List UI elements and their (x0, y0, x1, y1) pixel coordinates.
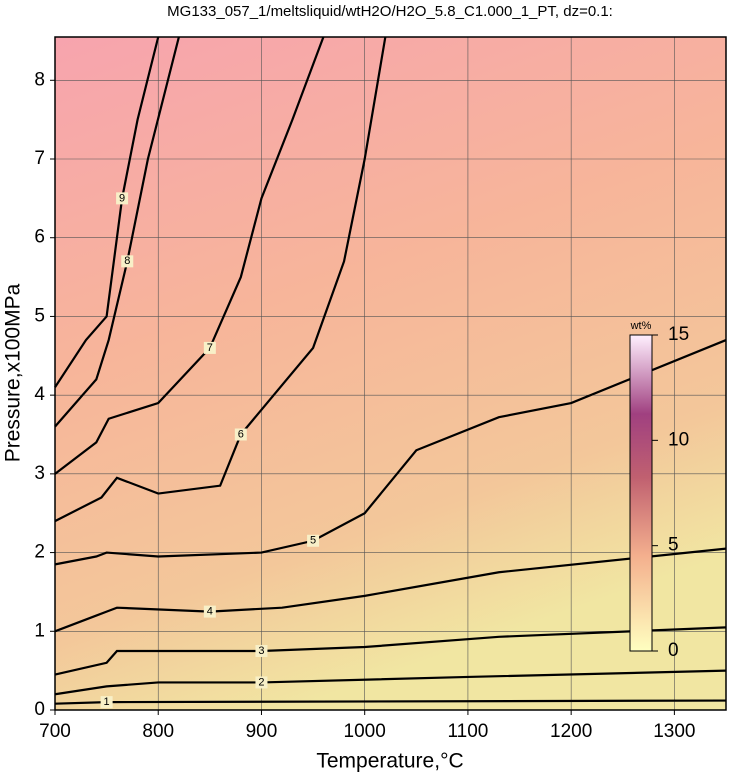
y-tick-label: 5 (34, 305, 45, 326)
contour-label-bg (203, 605, 216, 618)
y-tick-label: 8 (34, 69, 45, 90)
y-tick-label: 1 (34, 620, 45, 641)
contour-line (54, 36, 160, 388)
contour-line (54, 36, 180, 428)
x-tick-label: 1100 (447, 721, 488, 742)
contour-label: 1 (104, 696, 110, 708)
chart-title: MG133_057_1/meltsliquid/wtH2O/H2O_5.8_C1… (167, 3, 613, 20)
y-tick-label: 7 (34, 148, 45, 169)
contour-label: 8 (124, 255, 130, 267)
y-tick-label: 4 (34, 384, 45, 405)
contour-label-bg (255, 644, 268, 657)
y-tick-label: 3 (34, 463, 45, 484)
y-tick-label: 6 (34, 227, 45, 248)
contour-line (54, 669, 727, 696)
x-tick-label: 700 (39, 721, 71, 742)
contour-label: 2 (258, 676, 264, 688)
x-tick-label: 800 (142, 721, 174, 742)
y-axis-label: Pressure,x100MPa (2, 283, 25, 462)
contour-label: 3 (258, 645, 264, 657)
contours: 1 2 3 4 5 6 7 8 9 (54, 36, 727, 709)
y-tick-label: 2 (34, 542, 45, 563)
colorbar-tick-label: 5 (668, 535, 679, 556)
contour-label: 7 (207, 342, 213, 354)
colorbar-tick-label: 0 (668, 640, 679, 661)
x-axis-label: Temperature,°C (316, 750, 463, 773)
x-tick-label: 900 (246, 721, 278, 742)
contour-label: 9 (119, 192, 125, 204)
contour-line (54, 36, 387, 523)
colorbar (629, 334, 653, 652)
contour-label-bg (121, 255, 134, 268)
y-tick-label: 0 (34, 699, 45, 720)
colorbar-tick-label: 15 (668, 324, 689, 345)
contour-label-bg (307, 534, 320, 547)
contour-label-bg (234, 428, 247, 441)
contour-label: 6 (238, 428, 244, 440)
colorbar-label: wt% (630, 320, 652, 332)
contour-label-bg (100, 696, 113, 709)
x-tick-label: 1200 (550, 721, 592, 742)
contour-label-bg (116, 192, 129, 205)
contour-label: 4 (207, 606, 213, 618)
plot-background (55, 37, 726, 710)
plot-frame (54, 36, 727, 711)
contour-label-bg (255, 676, 268, 689)
colorbar-tick-label: 10 (668, 429, 689, 450)
x-tick-label: 1000 (344, 721, 386, 742)
contour-label: 5 (310, 535, 316, 547)
x-tick-label: 1300 (653, 721, 695, 742)
contour-label-bg (203, 341, 216, 354)
